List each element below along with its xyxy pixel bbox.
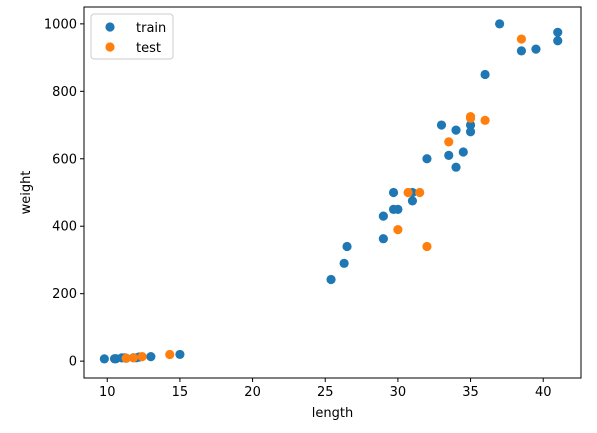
x-axis-label: length — [312, 406, 353, 421]
x-tick-label: 20 — [244, 385, 261, 400]
x-tick-label: 25 — [317, 385, 334, 400]
train-point — [422, 154, 432, 164]
train-point — [495, 19, 505, 29]
legend-marker-test — [105, 42, 115, 52]
points-layer — [99, 19, 563, 364]
legend: train test — [90, 13, 174, 60]
train-point — [516, 46, 527, 56]
test-point — [516, 34, 527, 44]
test-point — [137, 352, 147, 362]
train-point — [388, 187, 399, 198]
y-tick-label: 1000 — [44, 17, 77, 32]
train-point — [436, 120, 447, 130]
legend-marker-train — [105, 22, 115, 32]
train-point — [444, 150, 454, 160]
train-point — [553, 27, 563, 37]
y-tick-label: 0 — [69, 355, 77, 370]
x-tick-label: 10 — [99, 385, 116, 400]
train-point — [451, 125, 461, 135]
test-point — [165, 349, 175, 360]
x-tick-label: 40 — [535, 385, 552, 400]
test-point — [444, 137, 454, 147]
train-point — [451, 162, 461, 172]
x-tick-label: 15 — [172, 385, 189, 400]
y-tick-label: 600 — [52, 152, 77, 167]
train-point — [342, 241, 352, 252]
train-point — [407, 196, 418, 206]
train-point — [326, 274, 336, 285]
train-point — [465, 120, 476, 130]
y-tick-label: 200 — [52, 287, 77, 302]
x-tick-label: 30 — [390, 385, 407, 400]
plot-frame — [83, 6, 582, 379]
train-point — [531, 44, 541, 54]
test-point — [403, 187, 413, 198]
test-point — [121, 353, 131, 363]
test-point — [480, 115, 490, 125]
test-point — [128, 353, 139, 363]
y-axis-label: weight — [19, 171, 34, 215]
train-point — [393, 204, 403, 214]
legend-label-test: test — [136, 41, 161, 56]
train-point — [175, 349, 185, 360]
x-tick-label: 35 — [462, 385, 479, 400]
test-point — [393, 225, 403, 235]
train-point — [465, 127, 476, 137]
legend-label-train: train — [136, 21, 166, 36]
train-point — [480, 69, 490, 80]
y-tick-label: 400 — [52, 220, 77, 235]
train-point — [99, 354, 109, 364]
y-tick-label: 800 — [52, 85, 77, 100]
test-point — [465, 113, 476, 123]
train-point — [553, 36, 563, 46]
train-point — [339, 258, 349, 268]
train-point — [458, 147, 468, 157]
train-point — [378, 234, 388, 244]
test-point — [415, 187, 425, 198]
train-point — [146, 352, 156, 362]
test-point — [422, 241, 432, 252]
train-point — [378, 211, 388, 221]
